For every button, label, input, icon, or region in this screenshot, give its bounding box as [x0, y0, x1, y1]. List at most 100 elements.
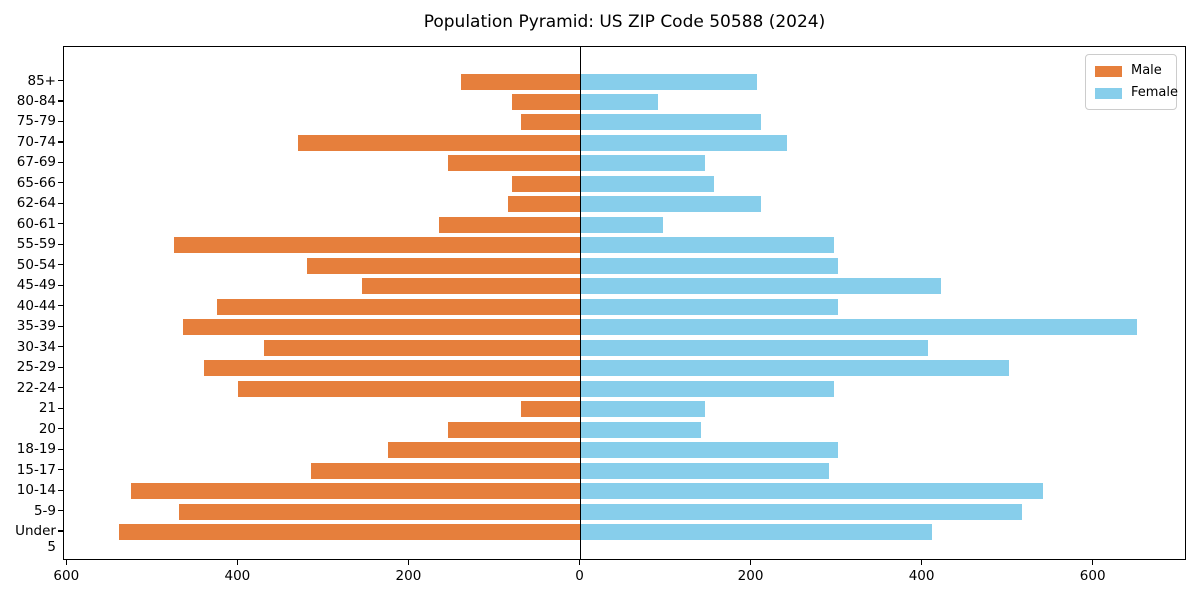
legend-female-swatch-icon: [1095, 87, 1122, 99]
x-tick-label: 400: [224, 568, 251, 584]
x-tick-label: 200: [737, 568, 764, 584]
bar-male-70-74: [298, 134, 581, 151]
y-tick-mark: [58, 79, 63, 82]
y-tick-mark: [58, 387, 63, 389]
x-tick-mark: [407, 560, 410, 565]
bar-female-62-64: [581, 196, 761, 213]
bar-female-40-44: [581, 298, 838, 315]
bar-female-80-84: [581, 93, 659, 110]
bar-female-70-74: [581, 134, 787, 151]
y-tick-mark: [58, 120, 63, 123]
zero-axis-line: [579, 47, 582, 559]
y-tick-mark: [58, 489, 63, 491]
y-tick-label: 35-39: [16, 318, 56, 335]
bar-female-15-17: [581, 462, 830, 479]
bar-female-60-61: [581, 216, 663, 233]
y-tick-mark: [58, 469, 63, 471]
y-tick-mark: [58, 346, 63, 348]
y-tick-mark: [58, 284, 63, 286]
y-tick-mark: [58, 243, 63, 245]
bar-female-18-19: [581, 442, 838, 459]
y-tick-label: 20: [38, 420, 56, 437]
x-tick-mark: [578, 560, 581, 565]
bar-male-45-49: [362, 278, 581, 295]
y-tick-label: 25-29: [16, 359, 56, 376]
bar-female-21: [581, 401, 706, 418]
y-tick-mark: [58, 202, 63, 204]
y-tick-mark: [58, 407, 63, 409]
bar-male-22-24: [238, 380, 581, 397]
bar-male-20: [447, 421, 581, 438]
y-tick-label: 55-59: [16, 236, 56, 253]
x-tick-mark: [236, 560, 238, 565]
y-tick-mark: [58, 366, 63, 368]
legend-male-label: Male: [1131, 63, 1162, 78]
y-tick-label: 15-17: [16, 461, 56, 478]
x-tick-mark: [65, 560, 67, 565]
legend: Male Female: [1085, 54, 1178, 110]
bar-male-40-44: [216, 298, 581, 315]
bar-male-30-34: [264, 339, 581, 356]
bar-male-85+: [460, 73, 581, 90]
x-tick-label: 0: [575, 568, 584, 584]
y-tick-label: 5-9: [33, 502, 56, 519]
bar-male-21: [520, 401, 581, 418]
y-tick-label: 60-61: [16, 215, 56, 232]
legend-male-swatch-icon: [1095, 65, 1122, 77]
x-tick-label: 400: [908, 568, 935, 584]
x-tick-label: 600: [1079, 568, 1106, 584]
y-tick-label: 21: [38, 400, 56, 417]
y-tick-label: 75-79: [16, 113, 56, 130]
y-tick-label: 22-24: [16, 379, 56, 396]
plot-area: Male Female: [63, 46, 1186, 560]
bar-male-15-17: [311, 462, 581, 479]
y-tick-mark: [58, 182, 63, 184]
bar-male-67-69: [447, 155, 581, 172]
bar-male-35-39: [182, 319, 581, 336]
y-tick-label: 18-19: [16, 441, 56, 458]
bar-female-25-29: [581, 360, 1009, 377]
y-tick-mark: [58, 305, 63, 307]
bar-female-67-69: [581, 155, 706, 172]
x-tick-label: 600: [53, 568, 80, 584]
y-tick-label: 80-84: [16, 92, 56, 109]
y-tick-mark: [58, 428, 63, 430]
bar-male-75-79: [520, 114, 581, 131]
y-tick-label: 30-34: [16, 338, 56, 355]
y-tick-label: 65-66: [16, 174, 56, 191]
bar-female-10-14: [581, 483, 1044, 500]
y-tick-label: 70-74: [16, 133, 56, 150]
bar-male-55-59: [174, 237, 581, 254]
bar-female-5-9: [581, 503, 1022, 520]
y-tick-mark: [58, 264, 63, 266]
x-tick-mark: [921, 560, 923, 565]
bar-male-60-61: [439, 216, 581, 233]
y-tick-mark: [58, 509, 63, 512]
y-tick-mark: [58, 100, 63, 102]
bar-female-50-54: [581, 257, 838, 274]
x-tick-label: 200: [395, 568, 422, 584]
x-tick-mark: [1092, 560, 1094, 565]
y-tick-label: 85+: [27, 72, 57, 89]
bar-female-30-34: [581, 339, 928, 356]
bar-male-Under 5: [118, 524, 581, 541]
y-tick-mark: [58, 141, 63, 143]
bar-female-55-59: [581, 237, 834, 254]
bar-male-65-66: [512, 175, 581, 192]
legend-item-male: Male: [1095, 63, 1167, 79]
bar-female-65-66: [581, 175, 714, 192]
bar-female-35-39: [581, 319, 1138, 336]
y-tick-label: 45-49: [16, 277, 56, 294]
chart-title: Population Pyramid: US ZIP Code 50588 (2…: [423, 12, 826, 32]
y-tick-label: 50-54: [16, 256, 56, 273]
y-tick-mark: [58, 161, 63, 163]
bar-female-45-49: [581, 278, 941, 295]
bar-female-75-79: [581, 114, 761, 131]
bar-female-Under 5: [581, 524, 932, 541]
bar-female-22-24: [581, 380, 834, 397]
y-tick-label: Under 5: [15, 523, 56, 556]
y-tick-mark: [58, 325, 63, 327]
x-tick-mark: [749, 560, 752, 565]
y-tick-label: 62-64: [16, 195, 56, 212]
